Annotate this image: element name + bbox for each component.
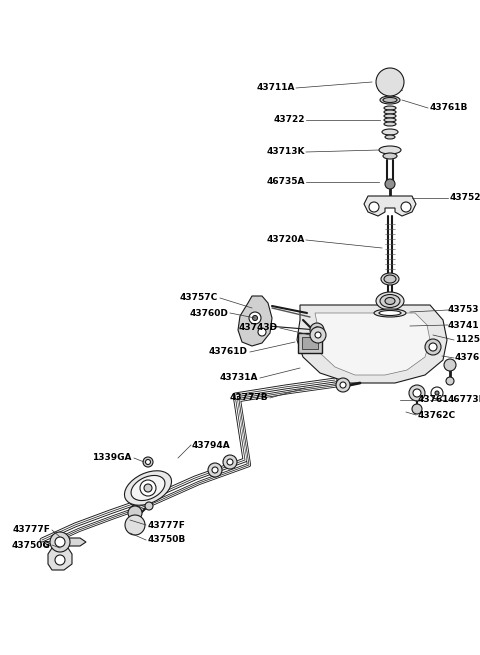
Text: 43753: 43753 bbox=[448, 305, 480, 314]
Text: 43760D: 43760D bbox=[189, 309, 228, 318]
Ellipse shape bbox=[374, 309, 406, 317]
Circle shape bbox=[143, 457, 153, 467]
Ellipse shape bbox=[380, 295, 400, 307]
Circle shape bbox=[385, 179, 395, 189]
Circle shape bbox=[258, 328, 266, 336]
Circle shape bbox=[223, 455, 237, 469]
Circle shape bbox=[412, 404, 422, 414]
Circle shape bbox=[227, 459, 233, 465]
Ellipse shape bbox=[382, 129, 398, 135]
Circle shape bbox=[55, 537, 65, 547]
Circle shape bbox=[336, 378, 350, 392]
Circle shape bbox=[50, 532, 70, 552]
Circle shape bbox=[413, 389, 421, 397]
Circle shape bbox=[369, 202, 379, 212]
Ellipse shape bbox=[379, 310, 401, 316]
Ellipse shape bbox=[380, 96, 400, 104]
FancyBboxPatch shape bbox=[302, 337, 318, 349]
Circle shape bbox=[55, 555, 65, 565]
Ellipse shape bbox=[376, 292, 404, 310]
Text: 43711A: 43711A bbox=[256, 83, 295, 92]
Text: 43741: 43741 bbox=[448, 320, 480, 329]
Circle shape bbox=[376, 68, 404, 96]
Text: 43761B: 43761B bbox=[430, 103, 468, 113]
Circle shape bbox=[435, 391, 439, 395]
Circle shape bbox=[128, 506, 142, 520]
Text: 43752E: 43752E bbox=[450, 193, 480, 202]
Ellipse shape bbox=[385, 297, 395, 305]
Circle shape bbox=[144, 484, 152, 492]
Text: 43743D: 43743D bbox=[239, 324, 278, 333]
Ellipse shape bbox=[379, 146, 401, 154]
Ellipse shape bbox=[131, 476, 165, 500]
Text: 43777F: 43777F bbox=[12, 525, 50, 534]
Circle shape bbox=[249, 312, 261, 324]
Circle shape bbox=[314, 327, 320, 333]
Text: 43750B: 43750B bbox=[148, 536, 186, 544]
Circle shape bbox=[145, 502, 153, 510]
Circle shape bbox=[310, 323, 324, 337]
Text: 43731A: 43731A bbox=[219, 373, 258, 383]
Circle shape bbox=[212, 467, 218, 473]
Circle shape bbox=[431, 387, 443, 399]
Circle shape bbox=[315, 332, 321, 338]
Polygon shape bbox=[48, 548, 72, 570]
Ellipse shape bbox=[381, 273, 399, 285]
Text: 43713K: 43713K bbox=[266, 147, 305, 157]
Text: 1125KJ: 1125KJ bbox=[455, 335, 480, 345]
Text: 43761: 43761 bbox=[418, 396, 449, 405]
Circle shape bbox=[125, 515, 145, 535]
Circle shape bbox=[429, 343, 437, 351]
Circle shape bbox=[425, 339, 441, 355]
Text: 43777B: 43777B bbox=[229, 394, 268, 403]
Text: 43762E: 43762E bbox=[455, 354, 480, 362]
Text: 43757C: 43757C bbox=[180, 293, 218, 303]
Circle shape bbox=[444, 359, 456, 371]
Ellipse shape bbox=[383, 153, 397, 159]
Ellipse shape bbox=[384, 106, 396, 110]
FancyBboxPatch shape bbox=[298, 333, 322, 353]
Circle shape bbox=[310, 327, 326, 343]
Polygon shape bbox=[238, 296, 272, 346]
Circle shape bbox=[340, 382, 346, 388]
Circle shape bbox=[252, 316, 257, 320]
Text: 43777F: 43777F bbox=[148, 521, 186, 529]
Text: 43794A: 43794A bbox=[192, 441, 231, 449]
Ellipse shape bbox=[124, 471, 171, 505]
Ellipse shape bbox=[385, 135, 395, 139]
Text: 43762C: 43762C bbox=[418, 411, 456, 419]
Text: 43722: 43722 bbox=[274, 115, 305, 124]
Text: 43720A: 43720A bbox=[266, 236, 305, 244]
Polygon shape bbox=[364, 196, 416, 216]
Text: 43750G: 43750G bbox=[11, 540, 50, 550]
Circle shape bbox=[140, 480, 156, 496]
Circle shape bbox=[208, 463, 222, 477]
Text: 46773B: 46773B bbox=[448, 396, 480, 405]
Circle shape bbox=[446, 377, 454, 385]
Ellipse shape bbox=[384, 122, 396, 126]
Ellipse shape bbox=[384, 275, 396, 283]
Polygon shape bbox=[66, 538, 86, 546]
Circle shape bbox=[130, 496, 140, 506]
Polygon shape bbox=[315, 313, 430, 375]
Text: 1339GA: 1339GA bbox=[93, 453, 132, 462]
Circle shape bbox=[401, 202, 411, 212]
Circle shape bbox=[145, 460, 151, 464]
Text: 43761D: 43761D bbox=[209, 348, 248, 356]
Ellipse shape bbox=[384, 110, 396, 114]
Ellipse shape bbox=[383, 98, 397, 102]
Circle shape bbox=[409, 385, 425, 401]
Ellipse shape bbox=[384, 114, 396, 118]
Ellipse shape bbox=[384, 118, 396, 122]
Text: 46735A: 46735A bbox=[266, 178, 305, 187]
Polygon shape bbox=[297, 305, 447, 383]
